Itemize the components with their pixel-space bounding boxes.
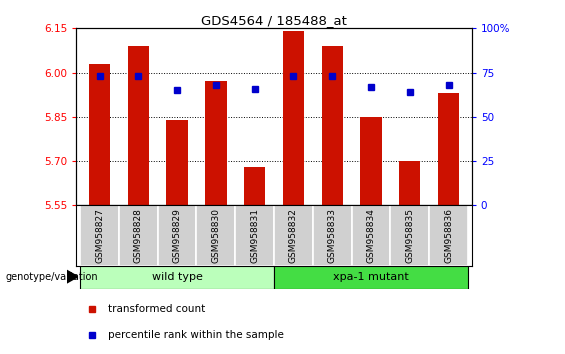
Bar xyxy=(158,205,197,266)
Bar xyxy=(244,167,266,205)
Bar xyxy=(360,117,381,205)
Text: GSM958831: GSM958831 xyxy=(250,208,259,263)
Bar xyxy=(205,81,227,205)
Text: GSM958827: GSM958827 xyxy=(95,208,104,263)
Text: xpa-1 mutant: xpa-1 mutant xyxy=(333,272,409,282)
Bar xyxy=(429,205,468,266)
Text: percentile rank within the sample: percentile rank within the sample xyxy=(108,330,284,340)
Bar xyxy=(128,46,149,205)
Bar xyxy=(274,266,468,289)
Text: GSM958828: GSM958828 xyxy=(134,208,143,263)
Text: GSM958832: GSM958832 xyxy=(289,208,298,263)
Bar xyxy=(89,64,110,205)
Text: GSM958829: GSM958829 xyxy=(172,208,181,263)
Bar xyxy=(351,205,390,266)
Bar xyxy=(119,205,158,266)
Bar xyxy=(235,205,274,266)
Text: GSM958835: GSM958835 xyxy=(405,208,414,263)
Text: transformed count: transformed count xyxy=(108,304,205,314)
Bar xyxy=(282,31,304,205)
Text: GSM958833: GSM958833 xyxy=(328,208,337,263)
Bar xyxy=(438,93,459,205)
Text: GSM958836: GSM958836 xyxy=(444,208,453,263)
Bar xyxy=(390,205,429,266)
Text: genotype/variation: genotype/variation xyxy=(6,272,98,282)
Polygon shape xyxy=(67,270,78,283)
Bar xyxy=(399,161,420,205)
Title: GDS4564 / 185488_at: GDS4564 / 185488_at xyxy=(201,14,347,27)
Bar xyxy=(167,120,188,205)
Bar xyxy=(80,266,274,289)
Text: GSM958834: GSM958834 xyxy=(367,208,376,263)
Text: wild type: wild type xyxy=(151,272,202,282)
Bar xyxy=(321,46,343,205)
Text: GSM958830: GSM958830 xyxy=(211,208,220,263)
Bar xyxy=(80,205,119,266)
Bar xyxy=(197,205,235,266)
Bar xyxy=(313,205,351,266)
Bar xyxy=(274,205,313,266)
